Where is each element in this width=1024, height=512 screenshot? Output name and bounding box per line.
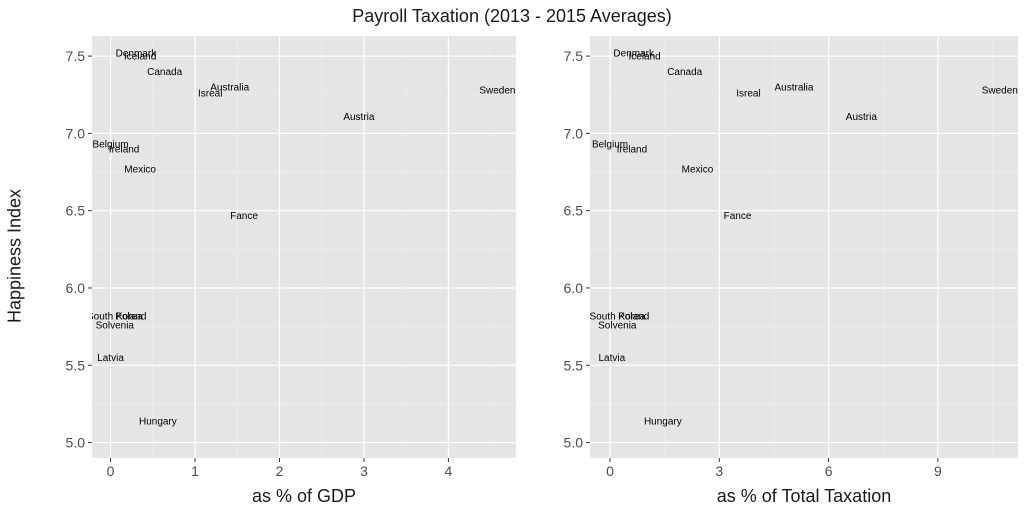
point-label: Mexico [682, 164, 714, 175]
x-axis-label: as % of GDP [252, 486, 356, 506]
point-label: Australia [775, 83, 814, 94]
x-tick-label: 9 [934, 463, 942, 479]
x-tick-label: 3 [360, 463, 368, 479]
point-label: Ireland [109, 144, 140, 155]
point-label: Sweden [479, 86, 515, 97]
point-label: Sweden [982, 86, 1018, 97]
point-label: Latvia [97, 353, 124, 364]
y-tick-label: 7.5 [564, 48, 584, 64]
y-tick-label: 6.5 [66, 203, 86, 219]
point-label: Solvenia [598, 321, 637, 332]
point-label: Hungary [644, 416, 682, 427]
point-label: Solvenia [96, 321, 135, 332]
y-tick-label: 5.0 [564, 435, 584, 451]
point-label: Denmark [613, 49, 655, 60]
y-tick-label: 7.0 [66, 125, 86, 141]
x-tick-label: 0 [107, 463, 115, 479]
x-tick-label: 4 [445, 463, 453, 479]
point-label: Canada [667, 67, 702, 78]
point-label: Hungary [139, 416, 177, 427]
x-tick-label: 6 [825, 463, 833, 479]
y-tick-label: 6.0 [564, 280, 584, 296]
point-label: Fance [230, 211, 258, 222]
point-label: Belgium [93, 140, 129, 151]
point-label: South Korea [590, 311, 646, 322]
y-tick-label: 6.5 [564, 203, 584, 219]
y-tick-label: 7.0 [564, 125, 584, 141]
x-tick-label: 0 [606, 463, 614, 479]
point-label: Isreal [198, 89, 222, 100]
chart-title: Payroll Taxation (2013 - 2015 Averages) [352, 6, 672, 26]
y-tick-label: 5.5 [564, 357, 584, 373]
point-label: Australia [210, 83, 249, 94]
point-label: Isreal [736, 89, 760, 100]
point-label: South Korea [87, 311, 143, 322]
panel-background [590, 36, 1018, 458]
x-tick-label: 2 [276, 463, 284, 479]
panel-gdp: 0 1 2 3 4 5.0 5.5 6.0 6.5 7.0 7.5 as % of GDP Denmar… [66, 36, 516, 506]
point-label: Ireland [617, 144, 648, 155]
y-tick-label: 6.0 [66, 280, 86, 296]
point-label: Poland [618, 311, 649, 322]
y-tick-label: 5.5 [66, 357, 86, 373]
y-tick-label: 7.5 [66, 48, 86, 64]
x-axis-label: as % of Total Taxation [717, 486, 891, 506]
point-label: Fance [724, 211, 752, 222]
point-label: Poland [115, 311, 146, 322]
point-label: Belgium [592, 140, 628, 151]
point-label: Austria [343, 112, 375, 123]
point-label: Iceland [629, 52, 661, 63]
y-tick-label: 5.0 [66, 435, 86, 451]
point-label: Denmark [116, 49, 158, 60]
panel-background [92, 36, 516, 458]
point-label: Mexico [124, 164, 156, 175]
panel-total: 0 3 6 9 5.0 5.5 6.0 6.5 7.0 7.5 as % of Total Taxa… [564, 36, 1018, 506]
point-label: Canada [147, 67, 182, 78]
x-tick-label: 3 [715, 463, 723, 479]
point-label: Iceland [124, 52, 156, 63]
x-tick-label: 1 [191, 463, 199, 479]
point-label: Latvia [599, 353, 626, 364]
point-label: Austria [846, 112, 878, 123]
